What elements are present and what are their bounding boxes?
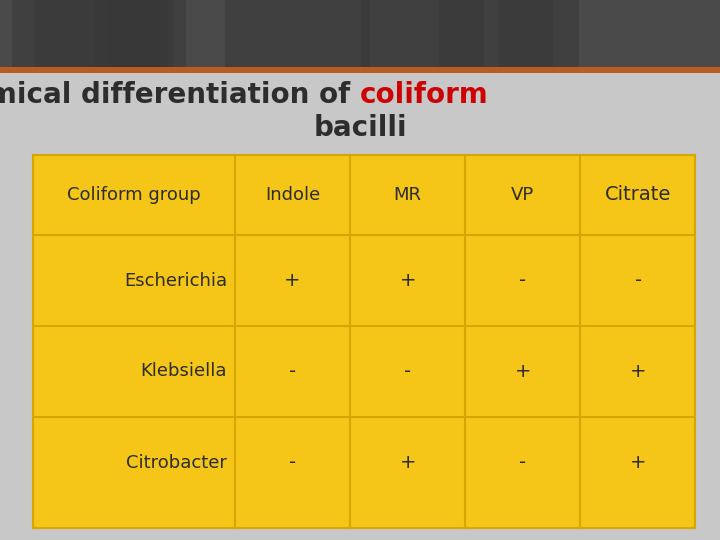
Text: VP: VP [511,186,534,204]
Text: Coliform group: Coliform group [67,186,201,204]
Bar [361,0,485,67]
Text: -: - [289,453,296,472]
Text: +: + [630,453,647,472]
Text: Klebsiella: Klebsiella [140,362,227,381]
Text: +: + [400,271,416,290]
Bar [225,0,370,67]
Bar [0,67,720,73]
Text: Escherichia: Escherichia [124,272,227,289]
Text: coliform: coliform [360,81,489,109]
Text: +: + [630,362,647,381]
Text: -: - [519,271,526,290]
Text: bacilli: bacilli [313,114,407,142]
Text: +: + [284,271,301,290]
Bar [439,0,553,67]
Text: MR: MR [394,186,422,204]
Text: -: - [519,453,526,472]
Bar [109,0,186,67]
Text: +: + [400,453,416,472]
Text: Indole: Indole [265,186,320,204]
Bar [35,0,173,67]
Text: Biochemical differentiation of: Biochemical differentiation of [0,81,360,109]
Text: Citrobacter: Citrobacter [126,454,227,471]
Bar [12,0,160,67]
Text: -: - [634,271,642,290]
Bar [33,155,695,528]
Bar [94,0,168,67]
Text: -: - [289,362,296,381]
Bar [0,0,720,67]
Bar [500,0,579,67]
Text: Citrate: Citrate [605,186,671,205]
Text: +: + [515,362,531,381]
Text: -: - [404,362,411,381]
